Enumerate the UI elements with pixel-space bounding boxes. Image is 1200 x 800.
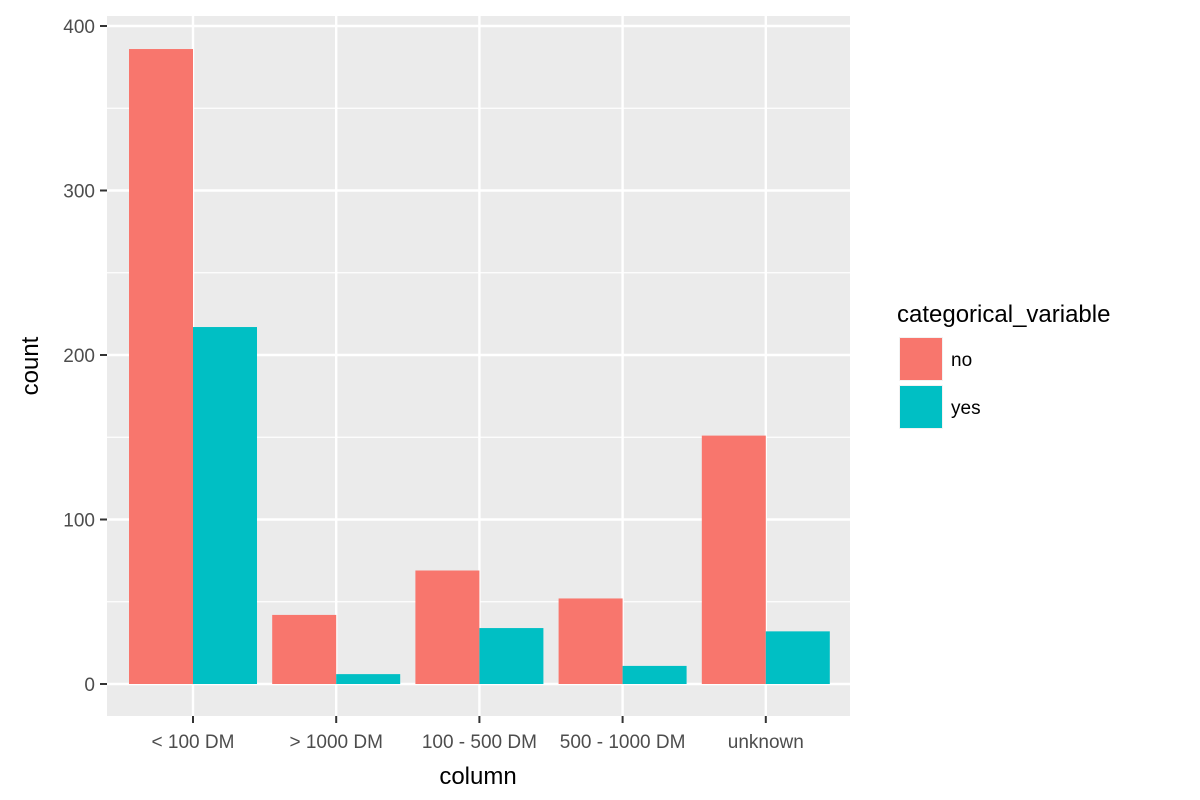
x-tick-label: 100 - 500 DM — [422, 732, 537, 753]
bar-no — [701, 435, 766, 684]
legend-items: no yes — [899, 337, 981, 429]
x-tick-label: < 100 DM — [152, 732, 235, 753]
bar-yes — [193, 327, 257, 684]
legend-swatch-yes — [900, 386, 942, 428]
y-tick-label: 100 — [63, 511, 95, 532]
bar-no — [272, 614, 337, 684]
y-tick-label: 200 — [63, 346, 95, 367]
legend-swatch-no — [900, 338, 942, 380]
bar-no — [558, 598, 623, 684]
bar-yes — [479, 628, 544, 684]
bar-yes — [336, 674, 401, 684]
y-axis: 0 100 200 300 400 — [63, 17, 107, 696]
y-tick-label: 400 — [63, 17, 95, 38]
y-tick-label: 0 — [84, 675, 95, 696]
legend-label-yes: yes — [951, 398, 981, 419]
legend: categorical_variable no yes — [897, 301, 1110, 429]
y-axis-title: count — [17, 336, 44, 395]
legend-label-no: no — [951, 350, 972, 371]
bar-no — [129, 49, 193, 684]
bar-no — [415, 570, 480, 684]
bar-yes — [765, 631, 830, 684]
bars — [129, 49, 830, 684]
x-tick-label: unknown — [728, 732, 804, 753]
bar-yes — [622, 665, 687, 684]
x-axis-title: column — [439, 763, 516, 790]
x-axis: < 100 DM > 1000 DM 100 - 500 DM 500 - 1000 … — [152, 716, 804, 753]
y-tick-label: 300 — [63, 182, 95, 203]
x-tick-label: > 1000 DM — [289, 732, 382, 753]
x-tick-label: 500 - 1000 DM — [560, 732, 686, 753]
legend-title: categorical_variable — [897, 301, 1110, 328]
